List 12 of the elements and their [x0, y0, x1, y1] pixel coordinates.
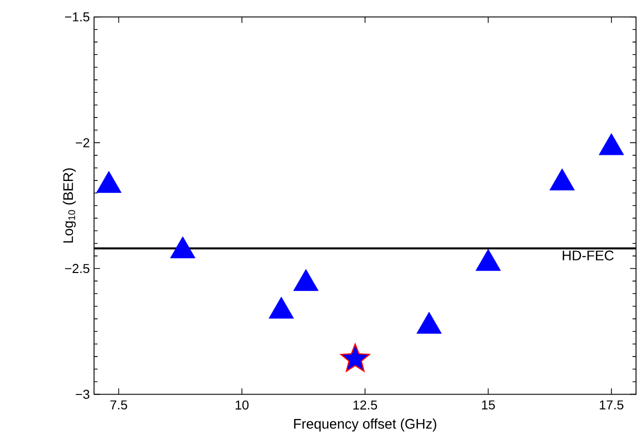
ref-line-label: HD-FEC — [562, 250, 614, 260]
x-tick-label: 7.5 — [110, 400, 128, 410]
x-tick-label: 17.5 — [600, 400, 624, 410]
x-tick-label: 12.5 — [353, 400, 378, 410]
y-tick-label: −1.5 — [65, 12, 90, 22]
x-tick-label: 10 — [236, 400, 249, 410]
x-axis-title: Frequency offset (GHz) — [294, 418, 436, 432]
x-tick-label: 15 — [482, 400, 495, 410]
y-tick-label: −3 — [76, 390, 90, 399]
y-tick-label: −2.5 — [65, 264, 90, 274]
y-axis-title: Log$_{10}$ (BER) — [62, 168, 76, 243]
y-tick-label: −2 — [76, 138, 90, 148]
